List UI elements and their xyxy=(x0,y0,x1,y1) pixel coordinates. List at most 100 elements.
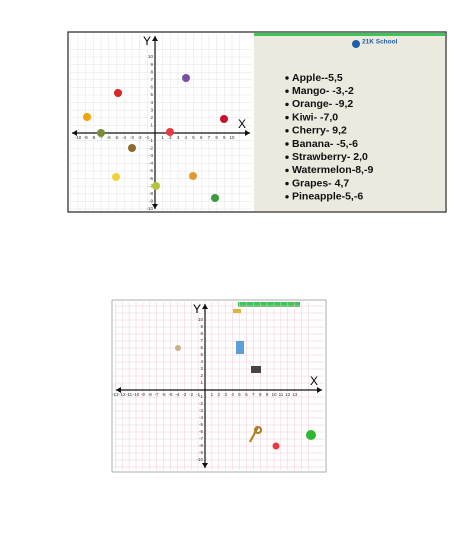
y-tick-label: 10 xyxy=(148,54,154,59)
x-tick-label: 9 xyxy=(223,135,226,140)
y-tick-label: 7 xyxy=(150,77,153,82)
list-item: Pineapple-5,-6 xyxy=(292,191,363,203)
y-tick-label: -5 xyxy=(199,422,203,427)
y-tick-label: -7 xyxy=(149,183,153,188)
y-tick-label: -8 xyxy=(199,443,203,448)
x-tick-label: -10 xyxy=(133,392,140,397)
fruit-icon xyxy=(152,182,160,190)
y-tick-label: 7 xyxy=(200,338,203,343)
x-tick-label: -13 xyxy=(112,392,119,397)
y-tick-label: -9 xyxy=(149,199,153,204)
x-tick-label: 3 xyxy=(177,135,180,140)
toy-icon xyxy=(236,341,244,354)
x-tick-label: -6 xyxy=(162,392,166,397)
list-item: Strawberry- 2,0 xyxy=(292,151,368,163)
fruit-icon xyxy=(83,113,91,121)
y-tick-label: -4 xyxy=(149,161,153,166)
x-tick-label: 5 xyxy=(238,392,241,397)
y-tick-label: 5 xyxy=(150,92,153,97)
key-icon xyxy=(249,426,263,443)
x-tick-label: 7 xyxy=(208,135,211,140)
y-tick-label: -3 xyxy=(199,408,203,413)
fruit-icon xyxy=(97,129,105,137)
y-tick-label: 8 xyxy=(150,69,153,74)
x-tick-label: 8 xyxy=(259,392,262,397)
fruit-icon xyxy=(128,144,136,152)
y-tick-label: -10 xyxy=(146,206,153,211)
balloon-icon xyxy=(272,442,280,450)
bullet xyxy=(285,195,289,199)
bullet xyxy=(285,168,289,173)
x-tick-label: 2 xyxy=(169,135,172,140)
x-tick-label: -7 xyxy=(99,135,103,140)
x-tick-label: -2 xyxy=(189,392,193,397)
y-tick-label: 10 xyxy=(198,317,204,322)
x-tick-label: -1 xyxy=(145,135,149,140)
y-tick-label: 4 xyxy=(200,359,203,364)
y-tick-label: -7 xyxy=(199,436,203,441)
y-tick-label: 2 xyxy=(150,115,153,120)
x-tick-label: 2 xyxy=(218,392,221,397)
y-tick-label: 8 xyxy=(200,331,203,336)
x-tick-label: 4 xyxy=(231,392,234,397)
x-tick-label: 7 xyxy=(252,392,255,397)
sign-icon xyxy=(233,309,241,313)
x-tick-label: 9 xyxy=(266,392,269,397)
x-tick-label: -5 xyxy=(114,135,118,140)
y-tick-label: 2 xyxy=(200,373,203,378)
x-tick-label: 10 xyxy=(229,135,235,140)
x-tick-label: 4 xyxy=(185,135,188,140)
x-tick-label: -10 xyxy=(75,135,82,140)
y-tick-label: -1 xyxy=(149,138,153,143)
y-tick-label: 3 xyxy=(150,107,153,112)
list-item: Cherry- 9,2 xyxy=(292,125,347,137)
x-axis-label: X xyxy=(310,374,318,388)
x-tick-label: -1 xyxy=(196,392,200,397)
y-tick-label: 6 xyxy=(200,345,203,350)
y-axis-label: Y xyxy=(193,302,201,316)
x-tick-label: -7 xyxy=(155,392,159,397)
bullet xyxy=(285,115,289,120)
bullet xyxy=(285,181,289,186)
x-tick-label: 13 xyxy=(292,392,298,397)
box-icon xyxy=(251,366,261,373)
x-tick-label: 1 xyxy=(161,135,164,140)
x-tick-label: -6 xyxy=(107,135,111,140)
x-tick-label: 8 xyxy=(215,135,218,140)
x-tick-label: 12 xyxy=(285,392,291,397)
x-tick-label: -5 xyxy=(168,392,172,397)
x-tick-label: -11 xyxy=(126,392,133,397)
x-tick-label: -12 xyxy=(119,392,126,397)
x-tick-label: -2 xyxy=(138,135,142,140)
x-tick-label: 1 xyxy=(211,392,214,397)
y-axis-label: Y xyxy=(143,34,151,48)
fruit-icon xyxy=(189,172,197,180)
y-tick-label: 6 xyxy=(150,85,153,90)
y-tick-label: -4 xyxy=(199,415,203,420)
list-item: Watermelon-8,-9 xyxy=(292,164,373,176)
y-tick-label: 9 xyxy=(200,324,203,329)
y-tick-label: 3 xyxy=(200,366,203,371)
y-tick-label: 9 xyxy=(150,62,153,67)
y-tick-label: 1 xyxy=(200,380,203,385)
info-panel xyxy=(254,33,445,211)
y-tick-label: 5 xyxy=(200,352,203,357)
list-item: Banana- -5,-6 xyxy=(292,138,358,150)
y-tick-label: -9 xyxy=(199,450,203,455)
x-tick-label: -3 xyxy=(182,392,186,397)
x-tick-label: 3 xyxy=(224,392,227,397)
list-item: Grapes- 4,7 xyxy=(292,177,349,189)
green-bar xyxy=(254,33,445,36)
x-tick-label: -3 xyxy=(130,135,134,140)
list-item: Kiwi- -7,0 xyxy=(292,111,338,123)
logo-icon xyxy=(352,40,360,48)
y-tick-label: -5 xyxy=(149,168,153,173)
fruit-icon xyxy=(182,74,190,82)
y-tick-label: 4 xyxy=(150,100,153,105)
x-tick-label: -9 xyxy=(141,392,145,397)
x-tick-label: 11 xyxy=(279,392,284,397)
logo: 21K School xyxy=(362,39,398,46)
y-tick-label: 1 xyxy=(150,123,153,128)
fruit-icon xyxy=(114,89,122,97)
